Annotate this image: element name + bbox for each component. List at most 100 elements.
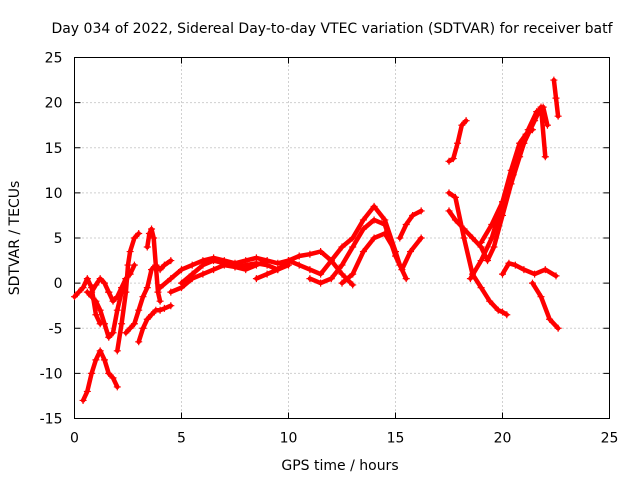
- data-point: [490, 243, 498, 251]
- data-point: [509, 171, 517, 179]
- series-arc-1: [71, 275, 104, 328]
- data-point: [148, 225, 156, 233]
- data-point: [520, 139, 528, 147]
- data-point: [327, 257, 335, 265]
- data-point: [96, 275, 104, 283]
- data-point: [126, 248, 134, 256]
- gridlines: [74, 57, 610, 419]
- series-arc-23: [477, 103, 549, 247]
- data-point: [451, 193, 459, 201]
- data-point: [402, 220, 410, 228]
- data-point: [92, 297, 100, 305]
- series-arc-17: [396, 207, 425, 242]
- data-point: [109, 297, 117, 305]
- series-arc-9: [143, 225, 164, 305]
- series-line: [254, 249, 355, 288]
- data-point: [178, 266, 185, 274]
- data-point: [122, 275, 130, 283]
- data-point: [370, 202, 378, 210]
- data-point: [150, 234, 158, 242]
- x-tick-label: 15: [387, 431, 405, 447]
- data-point: [154, 288, 162, 296]
- data-point: [295, 261, 303, 269]
- x-tick-label: 0: [70, 431, 79, 447]
- series-arc-26: [550, 76, 562, 120]
- data-point: [92, 281, 100, 289]
- data-point: [143, 284, 151, 292]
- data-point: [143, 315, 151, 323]
- data-point: [338, 270, 346, 278]
- data-point: [210, 266, 218, 274]
- data-point: [552, 272, 560, 280]
- data-point: [537, 293, 545, 301]
- data-point: [402, 275, 410, 283]
- data-point: [130, 234, 138, 242]
- data-point: [145, 229, 153, 237]
- data-point: [178, 279, 185, 287]
- data-point: [88, 369, 96, 377]
- data-point: [126, 324, 134, 332]
- data-point: [445, 157, 453, 165]
- data-point: [242, 266, 250, 274]
- data-point: [135, 306, 143, 314]
- data-point: [460, 234, 468, 242]
- data-point: [130, 320, 138, 328]
- data-point: [359, 216, 367, 224]
- data-point: [96, 306, 104, 314]
- data-point: [124, 261, 132, 269]
- data-point: [451, 216, 459, 224]
- data-point: [263, 257, 271, 265]
- data-point: [88, 288, 96, 296]
- data-point: [160, 304, 168, 312]
- data-point: [274, 259, 282, 267]
- data-point: [338, 279, 346, 287]
- data-point: [511, 261, 519, 269]
- x-tick-label: 25: [601, 431, 619, 447]
- data-point: [231, 263, 239, 271]
- data-point: [398, 266, 406, 274]
- y-tick-label: 25: [45, 51, 63, 67]
- data-point: [338, 261, 346, 269]
- data-point: [370, 216, 378, 224]
- data-point: [417, 207, 425, 215]
- series-arc-7: [122, 257, 175, 337]
- series-arc-5: [113, 229, 143, 355]
- data-point: [317, 270, 325, 278]
- data-point: [109, 374, 117, 382]
- data-point: [406, 248, 414, 256]
- data-point: [135, 229, 143, 237]
- data-point: [349, 270, 357, 278]
- y-tick-label: -5: [49, 321, 63, 337]
- data-point: [79, 396, 87, 404]
- data-point: [349, 243, 357, 251]
- data-point: [449, 155, 457, 163]
- data-point: [156, 297, 164, 305]
- data-point: [349, 234, 357, 242]
- series-arc-2: [79, 347, 121, 404]
- data-point: [274, 266, 282, 274]
- data-point: [188, 261, 196, 269]
- data-point: [477, 257, 485, 265]
- series-line: [136, 303, 174, 345]
- data-point: [188, 270, 196, 278]
- y-tick-label: 20: [45, 96, 63, 112]
- data-point: [100, 320, 108, 328]
- data-point: [531, 270, 539, 278]
- y-axis-label: SDTVAR / TECUs: [7, 181, 23, 296]
- data-point: [541, 153, 549, 161]
- data-point: [499, 198, 506, 206]
- data-point: [148, 311, 156, 319]
- data-point: [537, 103, 545, 111]
- data-point: [494, 306, 502, 314]
- chart-title: Day 034 of 2022, Sidereal Day-to-day VTE…: [51, 21, 613, 37]
- data-point: [79, 284, 87, 292]
- data-point: [113, 293, 121, 301]
- series-arc-18: [398, 234, 425, 274]
- data-point: [135, 338, 143, 346]
- x-tick-label: 5: [177, 431, 186, 447]
- data-point: [550, 76, 558, 84]
- data-point: [100, 279, 108, 287]
- data-point: [139, 324, 147, 332]
- data-point: [462, 117, 470, 125]
